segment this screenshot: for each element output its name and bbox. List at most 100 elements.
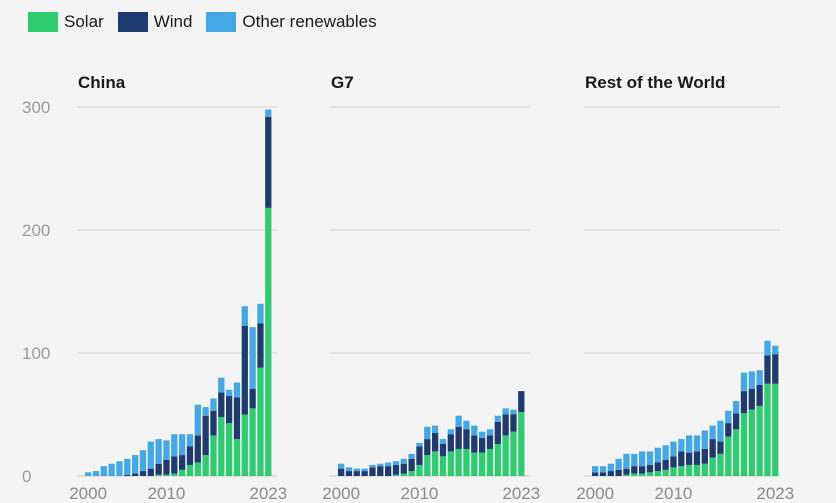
bar-segment xyxy=(503,415,509,436)
bar-segment xyxy=(631,454,637,466)
bar-segment xyxy=(187,465,193,476)
bar-segment xyxy=(608,471,614,476)
bar-segment xyxy=(686,453,692,465)
bar-segment xyxy=(702,449,708,464)
bar-segment xyxy=(362,471,368,476)
bar-segment xyxy=(639,474,645,476)
bar-segment xyxy=(116,461,122,476)
bar-segment xyxy=(440,456,446,476)
bar-segment xyxy=(623,469,629,475)
bar-segment xyxy=(124,475,130,476)
bar-segment xyxy=(377,466,383,476)
bar-segment xyxy=(741,373,747,391)
bar-segment xyxy=(694,451,700,465)
bar-segment xyxy=(393,475,399,476)
bar-segment xyxy=(85,472,91,476)
bar-segment xyxy=(250,327,256,389)
bar-segment xyxy=(179,470,185,476)
bar-segment xyxy=(487,435,493,449)
bar-segment xyxy=(694,465,700,476)
bar-segment xyxy=(448,451,454,476)
bar-segment xyxy=(471,453,477,476)
bar-segment xyxy=(234,439,240,476)
x-tick-label: 2010 xyxy=(148,484,186,503)
bar-segment xyxy=(203,455,209,476)
bar-segment xyxy=(631,474,637,476)
bar-segment xyxy=(670,442,676,457)
bar-segment xyxy=(725,423,731,437)
bar-segment xyxy=(686,435,692,452)
bar-segment xyxy=(510,415,516,432)
bar-segment xyxy=(163,440,169,460)
bar-segment xyxy=(503,435,509,476)
bar-segment xyxy=(338,469,344,476)
bar-segment xyxy=(717,442,723,454)
bar-segment xyxy=(257,323,263,367)
bar-segment xyxy=(195,405,201,436)
bar-segment xyxy=(148,469,154,476)
bar-segment xyxy=(647,465,653,472)
x-tick-label: 2010 xyxy=(401,484,439,503)
bar-segment xyxy=(210,411,216,436)
bar-segment xyxy=(265,208,271,476)
bar-segment xyxy=(354,469,360,471)
bar-segment xyxy=(203,407,209,416)
bar-segment xyxy=(518,412,524,476)
bar-segment xyxy=(257,304,263,324)
bar-segment xyxy=(647,472,653,476)
bar-segment xyxy=(338,464,344,469)
bar-segment xyxy=(741,391,747,413)
x-tick-label: 2023 xyxy=(756,484,794,503)
bar-segment xyxy=(772,346,778,355)
bar-segment xyxy=(440,444,446,456)
bar-segment xyxy=(234,397,240,439)
bar-segment xyxy=(678,451,684,466)
bar-segment xyxy=(510,432,516,476)
bar-segment xyxy=(409,459,415,471)
bar-segment xyxy=(179,455,185,470)
bar-segment xyxy=(226,390,232,396)
bar-segment xyxy=(409,471,415,476)
bar-segment xyxy=(242,326,248,415)
bar-segment xyxy=(265,109,271,116)
bar-segment xyxy=(741,413,747,476)
bar-segment xyxy=(616,470,622,476)
bar-segment xyxy=(600,466,606,472)
bar-segment xyxy=(424,427,430,439)
bar-segment xyxy=(471,426,477,436)
bar-segment xyxy=(210,435,216,476)
bar-segment xyxy=(203,416,209,455)
bar-segment xyxy=(655,462,661,471)
bar-segment xyxy=(409,454,415,459)
bar-segment xyxy=(733,413,739,429)
bar-segment xyxy=(663,470,669,476)
bar-segment xyxy=(163,460,169,475)
x-tick-label: 2000 xyxy=(576,484,614,503)
bar-segment xyxy=(749,389,755,410)
bar-segment xyxy=(471,435,477,452)
bar-segment xyxy=(234,383,240,398)
bar-segment xyxy=(495,444,501,476)
y-tick-label: 200 xyxy=(22,221,50,240)
bar-segment xyxy=(385,466,391,476)
bar-segment xyxy=(140,450,146,471)
bar-segment xyxy=(393,465,399,475)
bar-segment xyxy=(218,378,224,393)
bar-segment xyxy=(369,467,375,476)
bar-segment xyxy=(187,434,193,446)
bar-segment xyxy=(440,439,446,444)
bar-segment xyxy=(702,430,708,448)
bar-segment xyxy=(463,449,469,476)
bar-segment xyxy=(448,434,454,451)
bar-segment xyxy=(694,435,700,451)
bar-segment xyxy=(456,416,462,427)
x-tick-label: 2000 xyxy=(322,484,360,503)
bar-segment xyxy=(592,472,598,476)
bar-segment xyxy=(479,438,485,453)
bar-segment xyxy=(678,466,684,476)
bar-segment xyxy=(592,466,598,472)
bar-segment xyxy=(463,421,469,430)
bar-segment xyxy=(156,439,162,464)
bar-segment xyxy=(710,439,716,457)
